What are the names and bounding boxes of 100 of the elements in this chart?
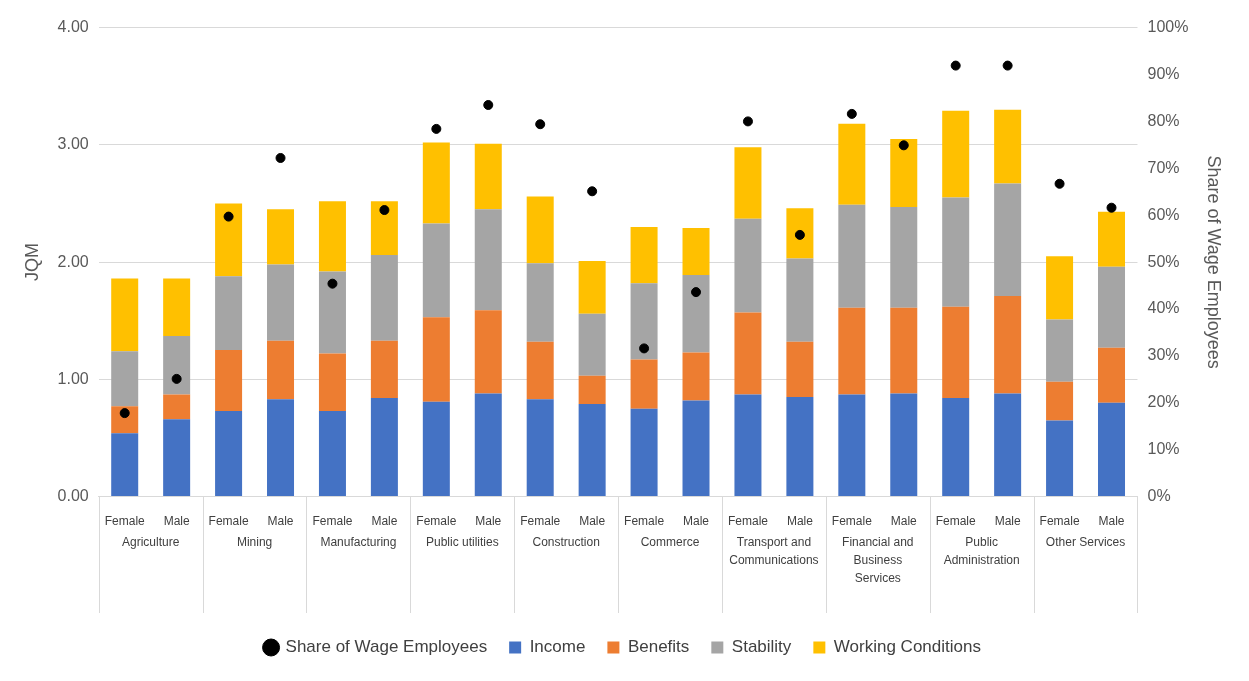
- bar: [578, 313, 606, 376]
- bar: [838, 394, 866, 497]
- x-tick-label: Male: [579, 514, 606, 529]
- bar: [215, 411, 243, 497]
- x-tick-label: Female: [520, 514, 561, 529]
- bar: [890, 206, 918, 308]
- x-tick-label: Male: [267, 514, 294, 529]
- bar: [630, 283, 658, 360]
- bar: [734, 394, 762, 497]
- bar: [890, 393, 918, 497]
- bar: [474, 310, 502, 394]
- bar: [526, 399, 554, 497]
- x-tick-label: Female: [727, 514, 769, 529]
- point: [950, 60, 961, 71]
- text: Other Services: [1045, 534, 1126, 549]
- bar: [318, 201, 346, 272]
- text: Mining: [236, 534, 273, 549]
- bar: [267, 209, 295, 265]
- point: [223, 211, 234, 222]
- point: [1106, 202, 1117, 213]
- point: [119, 408, 130, 419]
- y-tick-label: 3.00: [57, 135, 89, 153]
- y-tick-label: 2.00: [57, 252, 89, 270]
- bar: [838, 307, 866, 395]
- point: [327, 278, 338, 289]
- y2-tick-label: 50%: [1147, 252, 1180, 270]
- bar: [370, 255, 398, 341]
- x-tick-label: Male: [890, 514, 918, 529]
- bar: [422, 401, 450, 497]
- bar: [994, 296, 1022, 394]
- point: [379, 205, 390, 216]
- bar: [215, 350, 243, 412]
- bar: [890, 138, 918, 207]
- y-tick-label: 1.00: [57, 369, 89, 387]
- text: Transport and Communications: [729, 534, 819, 567]
- y2-tick-label: 20%: [1147, 393, 1180, 411]
- y2-tick-label: 30%: [1147, 346, 1180, 364]
- bar: [163, 278, 191, 336]
- bar: [422, 223, 450, 318]
- bar: [111, 351, 139, 407]
- bar: [682, 400, 710, 497]
- bar: [682, 275, 710, 353]
- text: Commerce: [640, 534, 700, 549]
- bar: [578, 375, 606, 404]
- bar: [578, 403, 606, 497]
- point: [1054, 178, 1065, 189]
- bar: [942, 398, 970, 497]
- bar: [163, 419, 191, 497]
- bar: [1046, 256, 1074, 320]
- x-tick-label: Male: [786, 514, 814, 529]
- bar: [890, 307, 918, 394]
- bar: [786, 341, 814, 397]
- y2-tick-label: 70%: [1147, 158, 1180, 176]
- text: Public utilities: [425, 534, 499, 549]
- bar: [942, 110, 970, 198]
- bar: [163, 335, 191, 395]
- bar: [786, 258, 814, 342]
- bar: [267, 340, 295, 400]
- point: [639, 343, 650, 354]
- point: [846, 108, 857, 119]
- bar: [630, 226, 658, 284]
- text: Agriculture: [122, 534, 180, 549]
- x-tick-label: Male: [371, 514, 398, 529]
- bar: [734, 312, 762, 395]
- y2-tick-label: 40%: [1147, 299, 1180, 317]
- x-tick-label: Female: [104, 514, 146, 529]
- bar: [474, 143, 502, 210]
- bar: [1046, 420, 1074, 497]
- y2-tick-label: 80%: [1147, 111, 1180, 129]
- bar: [1098, 266, 1126, 348]
- x-tick-label: Female: [624, 514, 665, 529]
- bar: [734, 147, 762, 219]
- bar: [682, 228, 710, 275]
- point: [691, 287, 702, 298]
- point: [535, 119, 546, 130]
- bar: [267, 264, 295, 341]
- bar: [215, 276, 243, 351]
- x-tick-label: Male: [683, 514, 710, 529]
- bar: [786, 208, 814, 259]
- x-tick-label: Female: [208, 514, 249, 529]
- x-tick-label: Female: [935, 514, 977, 529]
- bar: [578, 260, 606, 314]
- legend-label: Share of Wage Employees: [285, 637, 488, 657]
- x-tick-label: Male: [475, 514, 502, 529]
- point: [898, 140, 909, 151]
- x-tick-label: Female: [831, 514, 873, 529]
- x-tick-label: Male: [1098, 514, 1125, 529]
- bar: [318, 353, 346, 412]
- y2-tick-label: 0%: [1147, 487, 1171, 505]
- text: Manufacturing: [320, 534, 397, 549]
- bar: [734, 218, 762, 313]
- point: [275, 152, 286, 163]
- point: [171, 373, 182, 384]
- bar: [1046, 381, 1074, 421]
- bar: [526, 341, 554, 400]
- y2-tick-label: 90%: [1147, 64, 1180, 82]
- bar: [474, 393, 502, 497]
- y-tick-label: 0.00: [57, 487, 89, 505]
- bar: [1046, 319, 1074, 382]
- y2-axis-title: Share of Wage Employees: [1204, 155, 1225, 369]
